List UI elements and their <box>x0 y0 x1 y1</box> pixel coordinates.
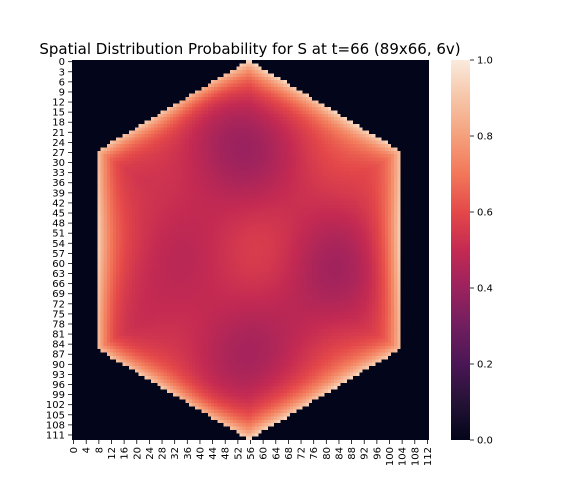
colorbar-tick-label: 1.0 <box>477 56 493 67</box>
x-tick-label: 16 <box>120 447 131 460</box>
y-axis: 0369121518212427303336394245485154576063… <box>46 57 72 441</box>
y-tick-label: 102 <box>46 400 65 411</box>
y-tick-label: 72 <box>52 299 65 310</box>
x-tick-label: 8 <box>94 447 105 453</box>
x-tick-label: 92 <box>360 447 371 460</box>
y-tick-label: 3 <box>59 67 65 78</box>
y-tick-label: 99 <box>52 390 65 401</box>
y-tick-label: 96 <box>52 380 65 391</box>
y-tick-label: 30 <box>52 158 65 169</box>
x-tick-label: 36 <box>183 447 194 460</box>
y-tick-label: 69 <box>52 289 65 300</box>
colorbar-tick-label: 0.4 <box>477 284 493 295</box>
x-tick-label: 56 <box>246 447 257 460</box>
y-tick-label: 6 <box>59 77 65 88</box>
x-tick-label: 28 <box>158 447 169 460</box>
y-tick-label: 93 <box>52 370 65 381</box>
y-tick-label: 39 <box>52 188 65 199</box>
x-tick-label: 104 <box>398 447 409 466</box>
x-tick-label: 12 <box>107 447 118 460</box>
y-tick-label: 66 <box>52 279 65 290</box>
y-tick-label: 54 <box>52 239 65 250</box>
colorbar-ticks: 0.0 0.2 0.4 0.6 0.8 1.0 <box>470 56 493 447</box>
y-tick-label: 48 <box>52 219 65 230</box>
colorbar-tick-label: 0.0 <box>477 436 493 447</box>
x-tick-label: 96 <box>372 447 383 460</box>
y-tick-label: 27 <box>52 148 65 159</box>
chart-title: Spatial Distribution Probability for S a… <box>39 40 460 58</box>
y-tick-label: 42 <box>52 198 65 209</box>
y-tick-label: 105 <box>46 410 65 421</box>
colorbar-gradient <box>451 60 470 440</box>
x-tick-label: 88 <box>347 447 358 460</box>
y-tick-label: 78 <box>52 319 65 330</box>
x-tick-label: 24 <box>145 447 156 460</box>
heatmap-plot <box>72 60 429 440</box>
x-tick-label: 100 <box>385 447 396 466</box>
x-tick-label: 84 <box>334 447 345 460</box>
heatmap-cells <box>72 60 429 440</box>
y-tick-label: 81 <box>52 330 65 341</box>
x-tick-label: 76 <box>309 447 320 460</box>
colorbar: 0.0 0.2 0.4 0.6 0.8 1.0 <box>451 56 493 447</box>
y-tick-label: 111 <box>46 430 65 441</box>
y-tick-label: 63 <box>52 269 65 280</box>
x-tick-label: 32 <box>170 447 181 460</box>
x-tick-label: 60 <box>259 447 270 460</box>
x-tick-label: 80 <box>322 447 333 460</box>
y-tick-label: 108 <box>46 420 65 431</box>
y-tick-label: 12 <box>52 98 65 109</box>
x-tick-label: 20 <box>132 447 143 460</box>
x-tick-label: 48 <box>221 447 232 460</box>
x-tick-label: 44 <box>208 447 219 460</box>
y-tick-label: 15 <box>52 108 65 119</box>
y-tick-label: 57 <box>52 249 65 260</box>
y-tick-label: 21 <box>52 128 65 139</box>
y-tick-label: 84 <box>52 340 65 351</box>
x-tick-label: 52 <box>233 447 244 460</box>
y-tick-label: 0 <box>59 57 65 68</box>
x-tick-label: 108 <box>410 447 421 466</box>
colorbar-tick-label: 0.8 <box>477 132 493 143</box>
y-tick-label: 45 <box>52 209 65 220</box>
y-tick-label: 51 <box>52 229 65 240</box>
x-tick-label: 112 <box>423 447 434 466</box>
colorbar-tick-label: 0.2 <box>477 360 493 371</box>
y-tick-label: 90 <box>52 360 65 371</box>
x-tick-label: 40 <box>195 447 206 460</box>
y-tick-label: 18 <box>52 118 65 129</box>
y-tick-label: 24 <box>52 138 65 149</box>
x-tick-label: 64 <box>271 447 282 460</box>
colorbar-tick-label: 0.6 <box>477 208 493 219</box>
x-tick-label: 4 <box>82 447 93 453</box>
x-tick-label: 0 <box>69 447 80 453</box>
x-tick-label: 68 <box>284 447 295 460</box>
y-tick-label: 33 <box>52 168 65 179</box>
x-tick-label: 72 <box>297 447 308 460</box>
y-tick-label: 60 <box>52 259 65 270</box>
y-tick-label: 75 <box>52 309 65 320</box>
y-tick-label: 87 <box>52 350 65 361</box>
y-tick-label: 36 <box>52 178 65 189</box>
y-tick-label: 9 <box>59 87 65 98</box>
x-axis: 0 4 8 12 16 20 24 28 32 36 40 44 48 52 56 60 64 68 72 76 80 8… <box>69 440 434 466</box>
